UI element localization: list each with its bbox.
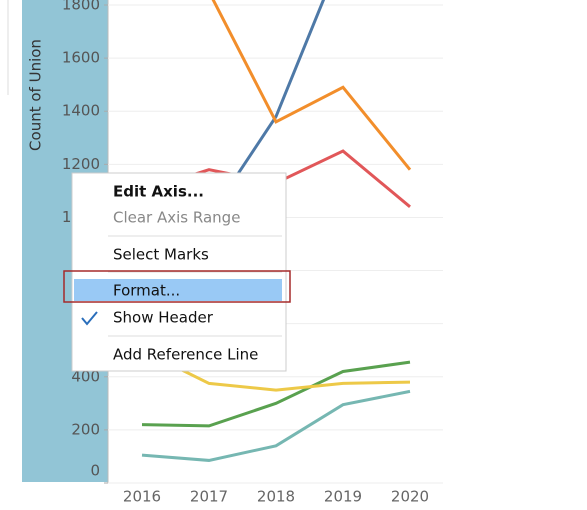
x-tick-label: 2017 bbox=[190, 488, 228, 506]
y-tick-label: 1400 bbox=[62, 102, 100, 120]
check-icon bbox=[81, 311, 98, 326]
menu-item: Clear Axis Range bbox=[113, 209, 240, 227]
highlight-box bbox=[63, 270, 291, 303]
y-tick-label: 400 bbox=[71, 367, 100, 385]
menu-item[interactable]: Select Marks bbox=[113, 246, 209, 264]
line-series bbox=[141, 360, 411, 428]
x-tick-label: 2020 bbox=[391, 488, 429, 506]
line-series bbox=[141, 348, 411, 392]
y-tick-label: 200 bbox=[71, 420, 100, 438]
y-tick-label: 1800 bbox=[62, 0, 100, 14]
menu-item[interactable]: Edit Axis... bbox=[113, 183, 204, 201]
x-tick-label: 2019 bbox=[324, 488, 362, 506]
context-menu: Edit Axis... Clear Axis Range Select Mar… bbox=[63, 172, 291, 372]
menu-item[interactable]: Format... bbox=[113, 282, 180, 300]
line-series bbox=[141, 389, 411, 462]
x-tick-label: 2018 bbox=[257, 488, 295, 506]
line-series bbox=[211, 0, 412, 171]
y-axis-label: Count of Union bbox=[27, 39, 45, 151]
y-tick-label: 1600 bbox=[62, 49, 100, 67]
x-tick-label: 2016 bbox=[123, 488, 161, 506]
menu-highlight bbox=[74, 279, 282, 301]
y-tick-label: 1200 bbox=[62, 155, 100, 173]
menu-item[interactable]: Add Reference Line bbox=[113, 346, 258, 364]
menu-item[interactable]: Show Header bbox=[113, 309, 214, 327]
y-tick-label: 0 bbox=[90, 462, 100, 480]
